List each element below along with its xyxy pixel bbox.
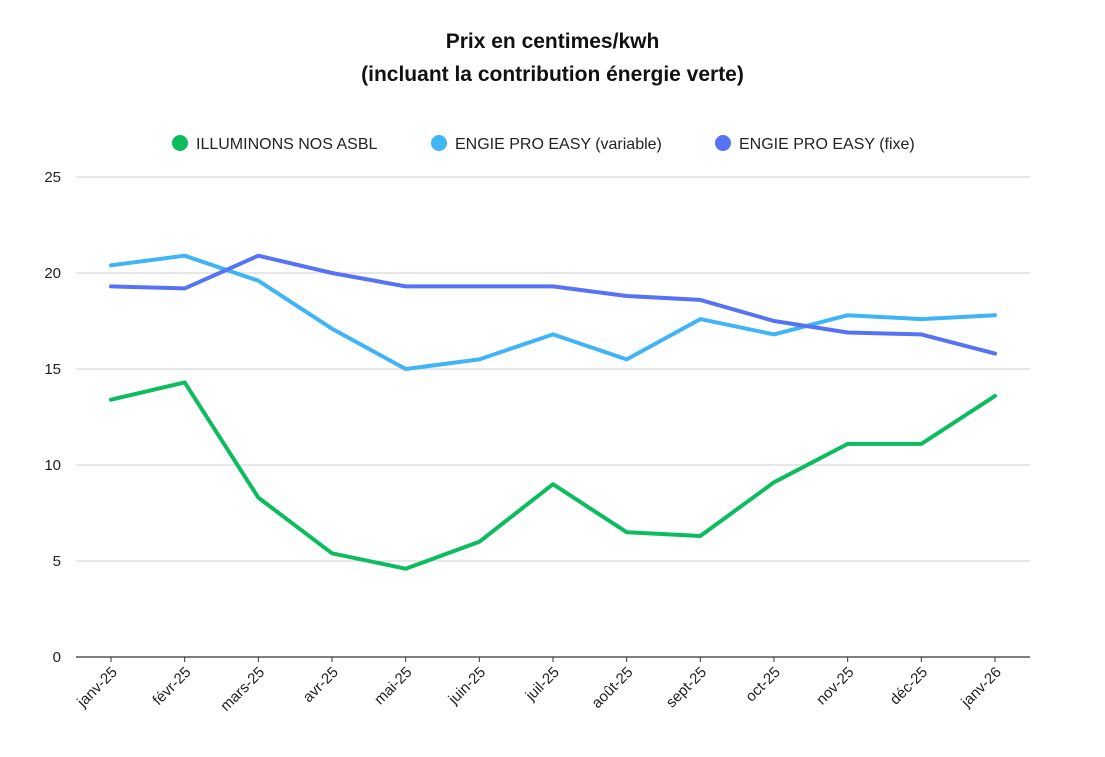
series-line-3 — [109, 253, 997, 356]
x-tick-label: mai-25 — [371, 664, 415, 708]
x-tick-label: févr-25 — [149, 664, 194, 709]
x-tick-label: déc-25 — [887, 664, 931, 708]
series-line-2 — [109, 253, 997, 371]
legend-label-2: ENGIE PRO EASY (variable) — [455, 136, 662, 153]
y-tick-label: 10 — [44, 457, 61, 474]
y-tick-label: 5 — [53, 553, 61, 570]
x-tick-label: juin-25 — [445, 664, 490, 709]
x-tick-label: août-25 — [589, 664, 637, 712]
x-tick-label: mars-25 — [217, 664, 268, 715]
series-line-1 — [109, 380, 997, 571]
x-tick-label: janv-26 — [957, 664, 1005, 712]
legend-label-3: ENGIE PRO EASY (fixe) — [739, 136, 915, 153]
x-tick-label: oct-25 — [742, 664, 784, 706]
y-tick-label: 20 — [44, 265, 61, 282]
chart-title-line-2: (incluant la contribution énergie verte) — [361, 63, 744, 86]
x-tick-label: juil-25 — [522, 664, 563, 705]
chart-title-line-1: Prix en centimes/kwh — [445, 30, 660, 53]
x-tick-label: janv-25 — [73, 664, 121, 712]
x-tick-label: nov-25 — [813, 664, 857, 708]
x-tick-label: avr-25 — [300, 664, 342, 706]
y-tick-label: 15 — [44, 361, 61, 378]
legend-marker-3 — [715, 135, 731, 151]
legend-marker-1 — [172, 135, 188, 151]
y-tick-label: 0 — [53, 649, 61, 666]
x-tick-label: sept-25 — [663, 664, 710, 711]
y-tick-label: 25 — [44, 169, 61, 186]
legend-marker-2 — [431, 135, 447, 151]
legend-label-1: ILLUMINONS NOS ASBL — [196, 136, 377, 153]
